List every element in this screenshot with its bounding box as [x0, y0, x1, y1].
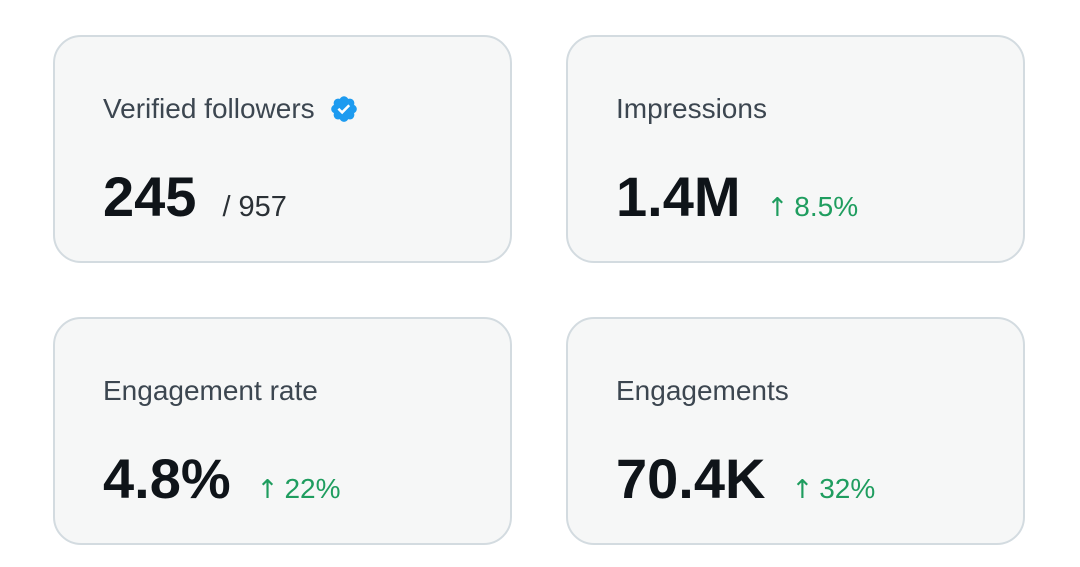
engagement-rate-value: 4.8% — [103, 447, 231, 510]
impressions-delta: ↑ 8.5% — [767, 191, 859, 223]
total-followers: / 957 — [222, 191, 287, 223]
engagements-value-row: 70.4K ↑ 32% — [616, 447, 875, 511]
verified-followers-label-row: Verified followers — [103, 92, 359, 126]
engagement-rate-label: Engagement rate — [103, 375, 318, 406]
verified-badge-icon — [329, 94, 359, 124]
verified-followers-label: Verified followers — [103, 93, 315, 124]
impressions-delta-value: 8.5% — [794, 191, 859, 222]
engagement-rate-card[interactable]: Engagement rate 4.8% ↑ 22% — [53, 317, 512, 545]
engagement-rate-delta: ↑ 22% — [257, 473, 341, 505]
engagements-label: Engagements — [616, 375, 789, 406]
engagement-rate-value-row: 4.8% ↑ 22% — [103, 447, 340, 511]
impressions-label: Impressions — [616, 93, 767, 124]
engagement-rate-delta-value: 22% — [284, 473, 341, 504]
engagements-value: 70.4K — [616, 447, 766, 510]
arrow-up-icon: ↑ — [766, 193, 789, 223]
engagements-delta: ↑ 32% — [791, 473, 875, 505]
engagements-card[interactable]: Engagements 70.4K ↑ 32% — [566, 317, 1025, 545]
impressions-value: 1.4M — [616, 165, 741, 228]
verified-followers-value: 245 — [103, 165, 197, 228]
impressions-card[interactable]: Impressions 1.4M ↑ 8.5% — [566, 35, 1025, 263]
arrow-up-icon: ↑ — [791, 475, 814, 505]
engagements-delta-value: 32% — [819, 473, 876, 504]
arrow-up-icon: ↑ — [256, 475, 279, 505]
verified-followers-value-row: 245 / 957 — [103, 165, 287, 229]
verified-followers-card[interactable]: Verified followers 245 / 957 — [53, 35, 512, 263]
impressions-value-row: 1.4M ↑ 8.5% — [616, 165, 858, 229]
